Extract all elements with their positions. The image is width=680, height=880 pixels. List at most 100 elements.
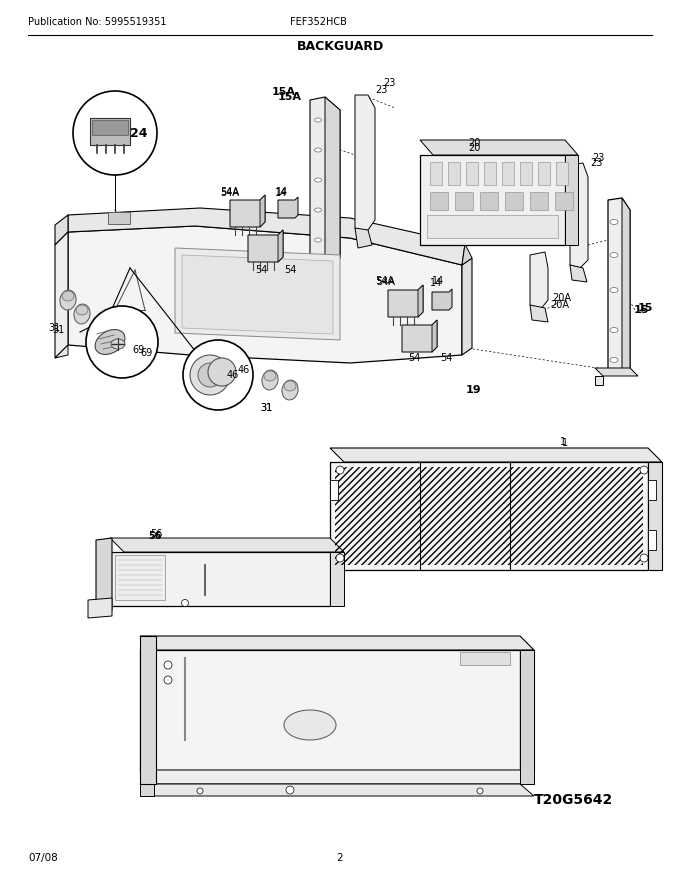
- Polygon shape: [530, 192, 548, 210]
- Polygon shape: [448, 162, 460, 185]
- Text: 31: 31: [48, 323, 61, 333]
- Polygon shape: [278, 197, 298, 218]
- Circle shape: [164, 676, 172, 684]
- Polygon shape: [330, 462, 648, 570]
- Polygon shape: [248, 230, 283, 262]
- Polygon shape: [432, 289, 452, 310]
- Polygon shape: [520, 650, 534, 784]
- Circle shape: [182, 599, 188, 606]
- Polygon shape: [427, 215, 558, 238]
- Ellipse shape: [264, 371, 276, 381]
- Polygon shape: [355, 95, 375, 232]
- Polygon shape: [530, 305, 548, 322]
- Ellipse shape: [60, 290, 76, 310]
- Polygon shape: [556, 162, 568, 185]
- Text: T20G5642: T20G5642: [534, 793, 613, 807]
- Text: 14: 14: [276, 187, 288, 197]
- Polygon shape: [260, 195, 265, 227]
- Polygon shape: [55, 215, 68, 245]
- Polygon shape: [88, 598, 112, 618]
- Polygon shape: [455, 192, 473, 210]
- Polygon shape: [325, 97, 340, 265]
- Circle shape: [640, 466, 648, 474]
- Text: 31: 31: [260, 403, 272, 413]
- Polygon shape: [595, 368, 638, 376]
- Text: 19: 19: [466, 385, 481, 395]
- Ellipse shape: [282, 380, 298, 400]
- Text: 56: 56: [150, 529, 163, 539]
- Text: 69: 69: [132, 345, 144, 355]
- Polygon shape: [388, 285, 423, 317]
- Circle shape: [208, 358, 236, 386]
- Text: 20: 20: [468, 138, 480, 148]
- Polygon shape: [230, 195, 265, 227]
- Ellipse shape: [76, 305, 88, 315]
- Polygon shape: [648, 530, 656, 550]
- Circle shape: [190, 355, 230, 395]
- Polygon shape: [96, 538, 112, 612]
- Polygon shape: [140, 636, 534, 650]
- Polygon shape: [432, 320, 437, 352]
- Polygon shape: [420, 140, 578, 155]
- Polygon shape: [310, 97, 340, 265]
- Polygon shape: [175, 248, 340, 340]
- Polygon shape: [330, 552, 344, 606]
- Polygon shape: [140, 784, 534, 796]
- Text: 31: 31: [52, 325, 64, 335]
- Polygon shape: [140, 650, 520, 770]
- Polygon shape: [608, 198, 630, 375]
- Text: 1: 1: [560, 437, 566, 447]
- Polygon shape: [140, 636, 156, 784]
- Polygon shape: [520, 162, 532, 185]
- Polygon shape: [520, 650, 534, 770]
- Polygon shape: [115, 555, 165, 600]
- Circle shape: [286, 786, 294, 794]
- Ellipse shape: [284, 710, 336, 740]
- Text: 54A: 54A: [220, 187, 239, 197]
- Polygon shape: [430, 162, 442, 185]
- Ellipse shape: [610, 327, 618, 333]
- Circle shape: [164, 661, 172, 669]
- Text: 15A: 15A: [278, 92, 302, 102]
- Polygon shape: [505, 192, 523, 210]
- Text: 14: 14: [275, 188, 287, 198]
- Polygon shape: [55, 345, 68, 358]
- Circle shape: [73, 91, 157, 175]
- Ellipse shape: [610, 357, 618, 363]
- Text: 54A: 54A: [376, 277, 395, 287]
- Polygon shape: [110, 538, 344, 552]
- Text: 46: 46: [227, 370, 239, 380]
- Polygon shape: [90, 118, 130, 145]
- Ellipse shape: [314, 178, 322, 182]
- Text: 20A: 20A: [550, 300, 569, 310]
- Polygon shape: [420, 155, 565, 245]
- Text: 54: 54: [284, 265, 296, 275]
- Text: 24: 24: [130, 127, 148, 140]
- Polygon shape: [462, 258, 472, 355]
- Polygon shape: [648, 480, 656, 500]
- Text: 15A: 15A: [272, 87, 296, 97]
- Circle shape: [197, 788, 203, 794]
- Text: 54A: 54A: [220, 188, 239, 198]
- Polygon shape: [462, 244, 472, 265]
- Polygon shape: [108, 212, 130, 224]
- Text: 23: 23: [590, 158, 602, 168]
- Polygon shape: [538, 162, 550, 185]
- Text: 20: 20: [468, 143, 480, 153]
- Text: 54: 54: [408, 353, 420, 363]
- Ellipse shape: [314, 118, 322, 122]
- Circle shape: [198, 363, 222, 387]
- Text: 54: 54: [255, 265, 267, 275]
- Polygon shape: [402, 320, 437, 352]
- Polygon shape: [595, 376, 603, 385]
- Text: 15: 15: [634, 305, 649, 315]
- Text: 54A: 54A: [375, 276, 394, 286]
- Text: BACKGUARD: BACKGUARD: [296, 40, 384, 53]
- Text: 1: 1: [562, 438, 568, 448]
- Polygon shape: [182, 255, 333, 334]
- Text: 07/08: 07/08: [28, 853, 58, 863]
- Ellipse shape: [284, 381, 296, 391]
- Text: 20A: 20A: [552, 293, 571, 303]
- Text: 14: 14: [430, 278, 442, 288]
- Text: 15: 15: [638, 303, 653, 313]
